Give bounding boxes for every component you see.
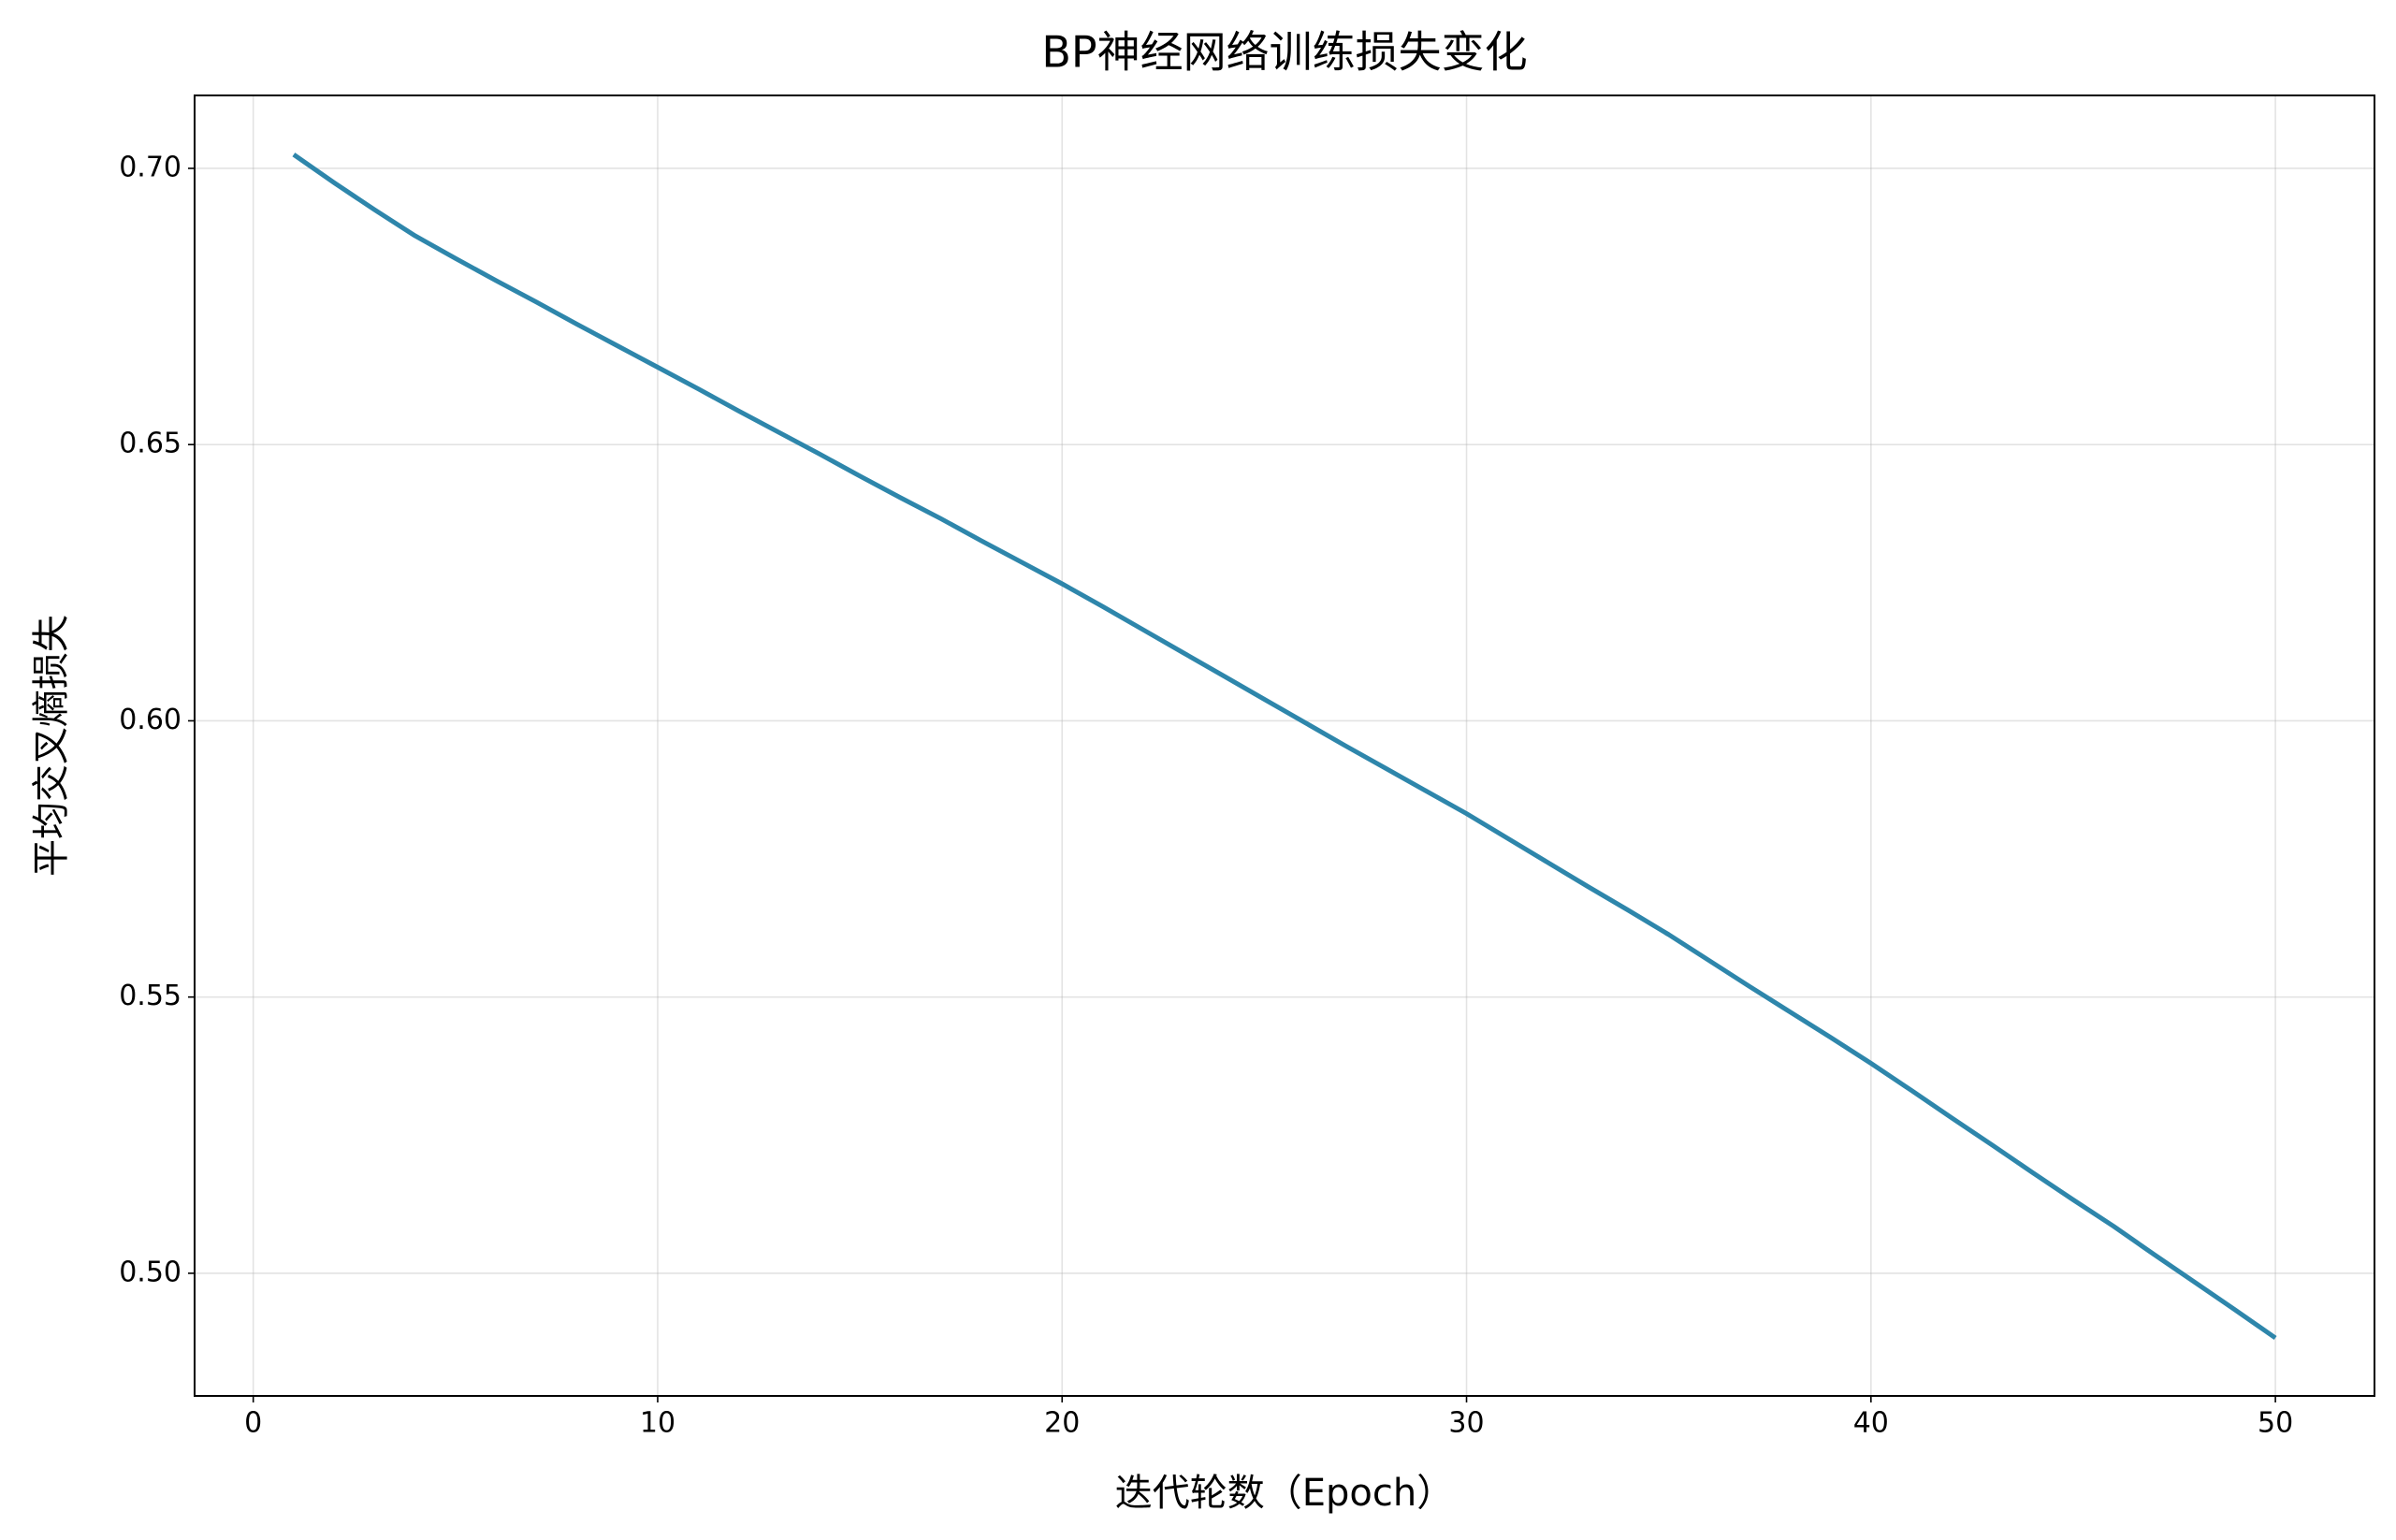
y-tick-label: 0.55	[119, 980, 182, 1012]
y-tick-label: 0.65	[119, 428, 182, 460]
x-axis-label: 迭代轮数（Epoch）	[1115, 1472, 1454, 1515]
y-axis-label: 平均交叉熵损失	[30, 615, 73, 877]
x-tick-label: 50	[2258, 1407, 2293, 1440]
loss-line	[292, 153, 2277, 1341]
x-tick-label: 20	[1044, 1407, 1080, 1440]
x-tick-label: 0	[244, 1407, 262, 1440]
x-tick-label: 10	[640, 1407, 675, 1440]
y-tick-label: 0.50	[119, 1256, 182, 1288]
y-tick-label: 0.60	[119, 704, 182, 736]
y-tick-label: 0.70	[119, 151, 182, 183]
chart-title: BP神经网络训练损失变化	[1041, 27, 1527, 78]
x-tick-label: 40	[1853, 1407, 1889, 1440]
x-tick-label: 30	[1448, 1407, 1484, 1440]
plot-frame	[194, 94, 2375, 1397]
